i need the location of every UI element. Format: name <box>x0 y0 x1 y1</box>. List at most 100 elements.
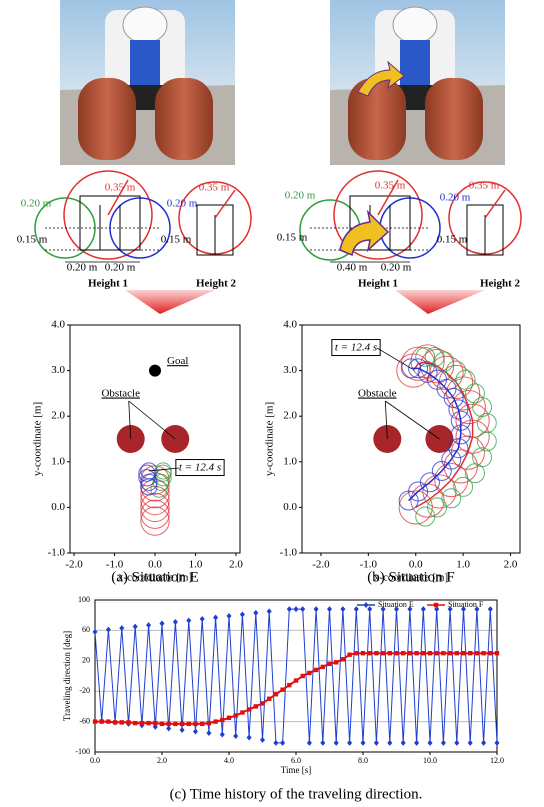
marker <box>293 678 299 683</box>
y-tick-label: 20 <box>82 656 90 665</box>
robot-circle <box>450 435 485 470</box>
marker <box>327 606 332 613</box>
robot-circle <box>398 490 433 525</box>
marker <box>474 651 480 656</box>
marker <box>280 739 286 746</box>
marker <box>427 651 433 656</box>
marker <box>414 651 419 656</box>
x-tick-label: 0.0 <box>90 756 100 765</box>
obstacle-label: Obstacle <box>101 388 140 400</box>
marker <box>447 606 453 613</box>
marker <box>300 673 305 679</box>
marker <box>320 664 325 670</box>
robot-circle <box>441 449 462 470</box>
marker <box>401 651 406 656</box>
marker <box>467 739 473 746</box>
label: Height 1 <box>88 278 128 290</box>
label: Height 1 <box>358 278 398 290</box>
legend-marker <box>433 602 439 608</box>
marker <box>273 739 279 746</box>
robot-circle <box>140 492 170 523</box>
robot-circle <box>476 431 497 452</box>
marker <box>126 720 131 725</box>
marker <box>166 725 172 732</box>
marker <box>306 739 312 746</box>
marker <box>488 651 493 656</box>
marker <box>414 739 420 746</box>
y-axis-title: y-coordinate [m] <box>264 402 276 476</box>
marker <box>340 606 346 613</box>
label: 0.15 m <box>277 232 308 244</box>
marker <box>193 728 198 735</box>
x-tick-label: 8.0 <box>358 756 368 765</box>
x-axis-title: x-coordinate [m] <box>118 572 192 584</box>
marker <box>360 651 366 656</box>
arrow-fan <box>395 290 485 314</box>
marker <box>233 713 238 718</box>
robot-circle <box>138 464 156 482</box>
label: 0.20 m <box>167 198 198 210</box>
x-tick-label: 2.0 <box>504 559 518 571</box>
marker <box>226 612 232 619</box>
label: Height 2 <box>480 278 521 290</box>
robot-circle <box>140 506 170 536</box>
marker <box>213 719 218 724</box>
marker <box>360 739 366 746</box>
label: 0.20 m <box>285 190 316 202</box>
y-tick-label: 0.0 <box>283 501 297 513</box>
robot-circle <box>138 469 156 487</box>
photo-e <box>60 0 235 165</box>
plot-frame <box>301 324 521 554</box>
robot-circle <box>419 472 440 493</box>
label: 0.20 m <box>67 262 98 274</box>
robot-circle <box>465 383 485 404</box>
marker <box>253 609 259 616</box>
y-tick-label: 1.0 <box>51 455 65 467</box>
marker <box>106 719 111 724</box>
marker <box>159 721 165 727</box>
x-tick-label: 1.0 <box>456 559 470 571</box>
robot-circle <box>427 497 448 518</box>
label: 0.20 m <box>105 262 136 274</box>
marker <box>233 733 239 740</box>
y-tick-label: -1.0 <box>280 547 298 559</box>
y-tick-label: -100 <box>75 747 90 756</box>
y-tick-label: -1.0 <box>48 547 66 559</box>
label: 0.20 m <box>440 192 471 204</box>
leader-line <box>148 467 179 472</box>
marker <box>105 626 111 633</box>
robot-circle <box>472 447 493 468</box>
marker <box>407 606 413 613</box>
marker <box>487 606 493 613</box>
marker <box>173 721 178 727</box>
label: 0.40 m <box>337 262 368 274</box>
marker <box>454 651 459 656</box>
x-tick-label: 6.0 <box>291 756 301 765</box>
marker <box>206 720 212 726</box>
marker <box>226 715 232 720</box>
label: 0.35 m <box>375 180 406 192</box>
marker <box>367 606 373 613</box>
robot-circle <box>448 399 469 420</box>
marker <box>373 739 379 746</box>
x-axis-title: Time [s] <box>281 765 311 775</box>
y-tick-label: 3.0 <box>283 364 297 376</box>
y-tick-label: 100 <box>78 595 90 604</box>
marker <box>427 739 433 746</box>
robot-circle <box>150 480 168 498</box>
robot-circle <box>152 473 170 491</box>
x-tick-label: 4.0 <box>224 756 234 765</box>
marker <box>186 617 192 624</box>
y-tick-label: 4.0 <box>283 319 297 331</box>
legend-label: Situation E <box>378 600 414 609</box>
photo-f <box>330 0 505 165</box>
x-tick-label: 12.0 <box>490 756 504 765</box>
marker <box>380 651 386 656</box>
marker <box>200 721 205 727</box>
y-tick-label: 1.0 <box>283 455 297 467</box>
trajectory <box>408 367 462 502</box>
x-tick-label: 0.0 <box>148 559 162 571</box>
marker <box>494 651 500 656</box>
marker <box>267 696 272 701</box>
